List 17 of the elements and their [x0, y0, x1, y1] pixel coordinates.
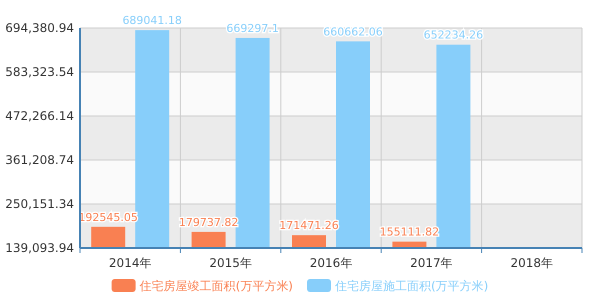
x-tick-label: 2016年 — [310, 256, 352, 270]
y-tick-label: 694,380.94 — [5, 21, 74, 35]
y-tick-label: 250,151.34 — [5, 197, 74, 211]
y-tick-label: 361,208.74 — [5, 153, 74, 167]
legend-label: 住宅房屋施工面积(万平方米) — [334, 279, 488, 293]
y-tick-label: 139,093.94 — [5, 241, 74, 255]
legend-label: 住宅房屋竣工面积(万平方米) — [138, 279, 293, 293]
y-tick-label: 583,323.54 — [5, 65, 74, 79]
data-label: 669297.1 — [226, 22, 279, 35]
x-tick-label: 2017年 — [410, 256, 453, 270]
x-tick-label: 2015年 — [209, 256, 252, 270]
data-label: 689041.18 — [122, 14, 182, 28]
data-label: 660662.06 — [323, 25, 383, 38]
x-tick-label: 2014年 — [108, 256, 152, 270]
x-tick-label: 2018年 — [510, 256, 554, 270]
data-label: 652234.26 — [424, 28, 484, 42]
y-tick-label: 472,266.14 — [5, 109, 74, 123]
